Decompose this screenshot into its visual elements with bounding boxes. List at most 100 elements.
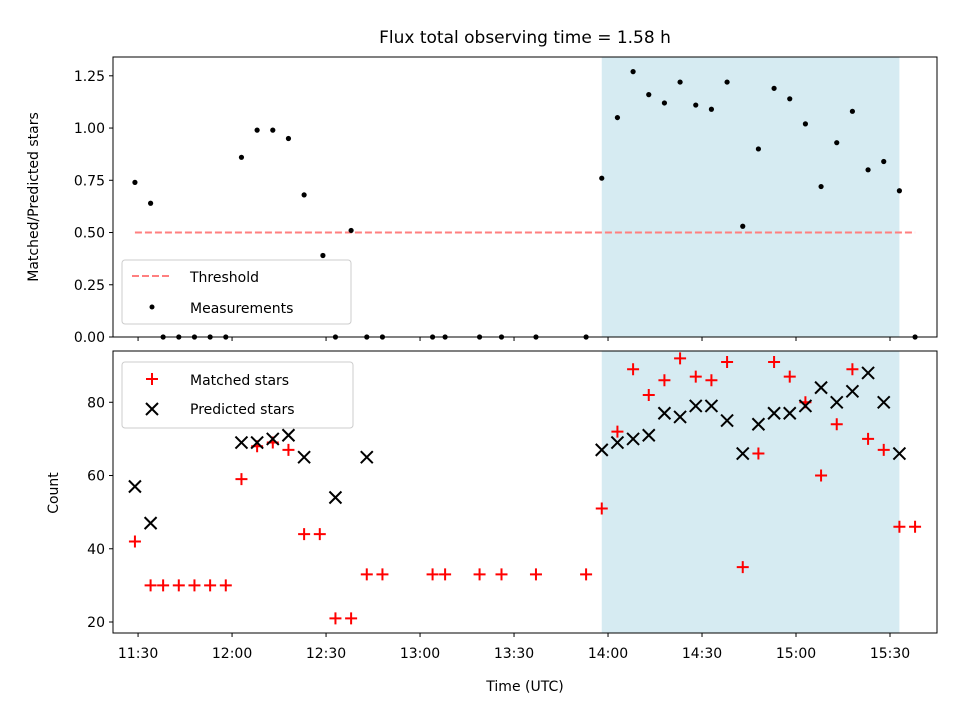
bottom-y-ticks: 20 40 60 80 [87, 395, 113, 631]
measurement-point [755, 146, 762, 152]
matched-star-point [345, 612, 358, 625]
top-y-tick-label: 1.00 [74, 121, 105, 137]
predicted-star-point [610, 435, 625, 450]
top-panel: 0.00 0.25 0.50 0.75 1.00 1.25 Flux total obse… [26, 28, 938, 346]
matched-star-point [329, 612, 342, 625]
measurement-point [285, 135, 292, 142]
predicted-star-point [657, 406, 672, 420]
measurement-point [147, 200, 154, 206]
matched-star-point [298, 528, 311, 541]
matched-star-point [495, 568, 508, 581]
legend-matched-swatch [146, 373, 158, 385]
measurement-point [599, 175, 605, 181]
legend-matched-label: Matched stars [190, 373, 289, 389]
top-y-tick-label: 0.00 [74, 330, 105, 346]
predicted-star-point [830, 395, 844, 409]
matched-star-point [877, 443, 890, 456]
bottom-plot-frame [112, 350, 938, 634]
legend-measurements-label: Measurements [190, 301, 293, 317]
matched-star-point [752, 447, 765, 460]
bottom-x-tick-label: 13:00 [400, 646, 440, 662]
bottom-y-tick-label: 20 [87, 615, 105, 631]
legend-measurements-swatch [149, 304, 155, 310]
predicted-star-point [877, 395, 891, 409]
measurement-point [301, 192, 307, 198]
measurement-point [320, 252, 326, 259]
measurement-point [802, 121, 809, 127]
predicted-star-point [297, 450, 311, 464]
top-y-tick-label: 0.50 [74, 226, 105, 242]
chart-title: Flux total observing time = 1.58 h [379, 28, 671, 48]
matched-star-point [830, 418, 843, 431]
bottom-x-tick-label: 13:30 [494, 646, 534, 662]
matched-star-point [144, 579, 157, 592]
bottom-highlight-span [601, 351, 900, 633]
predicted-star-point [783, 406, 797, 420]
bottom-x-tick-label: 14:00 [588, 646, 628, 662]
matched-star-point [705, 374, 718, 387]
measurement-point [865, 167, 871, 173]
bottom-x-tick-label: 11:30 [118, 646, 158, 662]
top-legend: Threshold Measurements [121, 259, 352, 325]
matched-star-point [473, 568, 486, 581]
measurement-point [677, 79, 683, 85]
matched-star-point [721, 355, 734, 368]
predicted-star-point [861, 366, 875, 380]
predicted-star-point [266, 432, 280, 446]
legend-predicted-label: Predicted stars [190, 402, 295, 418]
top-y-tick-label: 0.75 [74, 173, 105, 189]
matched-stars-points [128, 352, 922, 625]
matched-star-point [627, 363, 640, 376]
matched-star-point [157, 579, 170, 592]
top-x-ticks [137, 337, 891, 341]
predicted-stars-points [128, 366, 907, 530]
bottom-x-ticks: 11:30 12:00 12:30 13:00 13:30 14:00 14:30 15:00… [118, 633, 910, 662]
matched-star-point [611, 425, 624, 438]
predicted-star-point [281, 428, 296, 442]
predicted-star-point [751, 417, 766, 431]
bottom-legend-box [121, 361, 354, 429]
measurement-point [630, 69, 636, 75]
predicted-star-point [767, 406, 781, 420]
predicted-star-point [234, 435, 249, 450]
matched-star-point [689, 370, 702, 383]
matched-star-point [313, 528, 326, 541]
bottom-y-tick-label: 60 [87, 469, 105, 485]
matched-star-point [188, 579, 201, 592]
measurement-point [646, 92, 652, 98]
matched-star-point [439, 568, 452, 581]
measurement-point [771, 85, 777, 91]
measurement-point [708, 106, 715, 112]
measurement-point [834, 140, 840, 146]
top-highlight-span [601, 57, 900, 337]
matched-star-point [893, 520, 906, 533]
measurement-point [896, 188, 903, 194]
matched-star-point [783, 370, 796, 383]
matched-star-point [235, 473, 248, 486]
matched-star-point [172, 579, 185, 592]
top-y-tick-label: 0.25 [74, 278, 105, 294]
measurement-point [724, 79, 730, 85]
x-axis-label: Time (UTC) [485, 679, 563, 695]
matched-star-point [658, 374, 671, 387]
matched-star-point [909, 520, 922, 533]
top-legend-box [121, 259, 352, 325]
matched-star-point [360, 568, 373, 581]
predicted-star-point [720, 413, 734, 428]
predicted-star-point [360, 450, 374, 464]
predicted-star-point [128, 479, 142, 494]
matched-star-point [580, 568, 593, 581]
measurement-point [849, 108, 856, 114]
predicted-star-point [143, 516, 158, 530]
bottom-x-tick-label: 14:30 [682, 646, 722, 662]
legend-threshold-label: Threshold [189, 270, 259, 286]
matched-star-point [282, 443, 295, 456]
bottom-y-tick-label: 80 [87, 395, 105, 411]
measurement-point [693, 102, 699, 108]
top-y-axis-label: Matched/Predicted stars [26, 112, 42, 282]
top-y-tick-label: 1.25 [74, 69, 105, 85]
measurement-point [881, 158, 887, 165]
predicted-star-point [814, 380, 828, 395]
